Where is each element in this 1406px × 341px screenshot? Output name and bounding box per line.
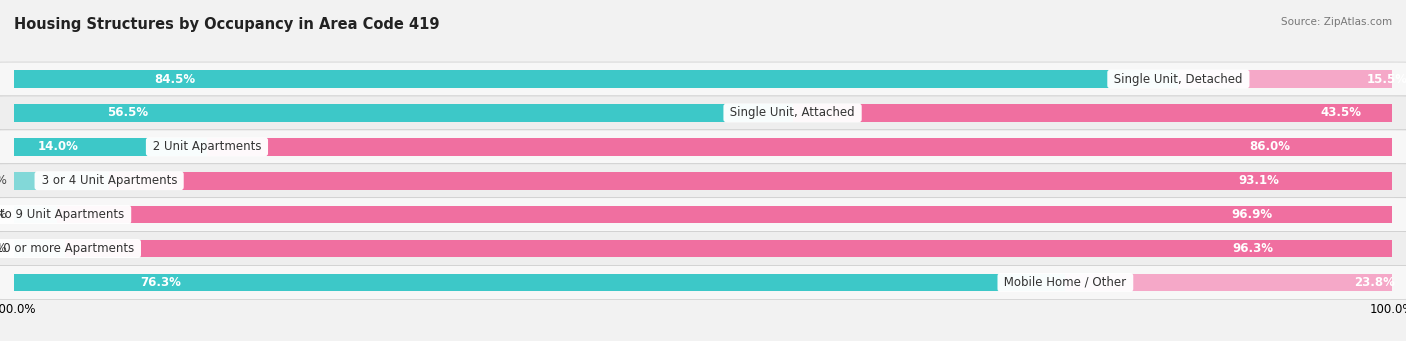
- Text: 56.5%: 56.5%: [107, 106, 149, 119]
- Text: Single Unit, Attached: Single Unit, Attached: [727, 106, 859, 119]
- Text: 15.5%: 15.5%: [1367, 73, 1406, 86]
- FancyBboxPatch shape: [0, 232, 1406, 266]
- Text: 3 or 4 Unit Apartments: 3 or 4 Unit Apartments: [38, 174, 181, 187]
- Bar: [1178, 70, 1392, 88]
- Text: Mobile Home / Other: Mobile Home / Other: [1001, 276, 1130, 289]
- Bar: [14, 70, 1178, 88]
- Text: 93.1%: 93.1%: [1239, 174, 1279, 187]
- FancyBboxPatch shape: [0, 164, 1406, 198]
- Bar: [56, 206, 1392, 223]
- Text: 10 or more Apartments: 10 or more Apartments: [0, 242, 138, 255]
- FancyBboxPatch shape: [0, 266, 1406, 299]
- Bar: [14, 240, 65, 257]
- Text: Source: ZipAtlas.com: Source: ZipAtlas.com: [1281, 17, 1392, 27]
- Text: 84.5%: 84.5%: [153, 73, 195, 86]
- Text: 3.1%: 3.1%: [0, 208, 7, 221]
- Bar: [14, 172, 110, 190]
- FancyBboxPatch shape: [0, 96, 1406, 130]
- Text: 14.0%: 14.0%: [37, 140, 79, 153]
- Bar: [1066, 273, 1393, 291]
- Bar: [14, 273, 1066, 291]
- Bar: [14, 206, 56, 223]
- Bar: [110, 172, 1392, 190]
- Text: 43.5%: 43.5%: [1320, 106, 1361, 119]
- Text: 96.9%: 96.9%: [1232, 208, 1272, 221]
- FancyBboxPatch shape: [0, 198, 1406, 232]
- Bar: [14, 138, 207, 155]
- Text: Housing Structures by Occupancy in Area Code 419: Housing Structures by Occupancy in Area …: [14, 17, 440, 32]
- Text: 5 to 9 Unit Apartments: 5 to 9 Unit Apartments: [0, 208, 128, 221]
- Text: 86.0%: 86.0%: [1250, 140, 1291, 153]
- Bar: [207, 138, 1392, 155]
- Text: Single Unit, Detached: Single Unit, Detached: [1111, 73, 1247, 86]
- Text: 3.7%: 3.7%: [0, 242, 7, 255]
- FancyBboxPatch shape: [0, 62, 1406, 96]
- FancyBboxPatch shape: [0, 130, 1406, 164]
- Text: 96.3%: 96.3%: [1233, 242, 1274, 255]
- Text: 6.9%: 6.9%: [0, 174, 7, 187]
- Text: 2 Unit Apartments: 2 Unit Apartments: [149, 140, 266, 153]
- Bar: [65, 240, 1392, 257]
- Bar: [14, 104, 793, 122]
- Bar: [793, 104, 1392, 122]
- Text: 76.3%: 76.3%: [141, 276, 181, 289]
- Text: 23.8%: 23.8%: [1354, 276, 1395, 289]
